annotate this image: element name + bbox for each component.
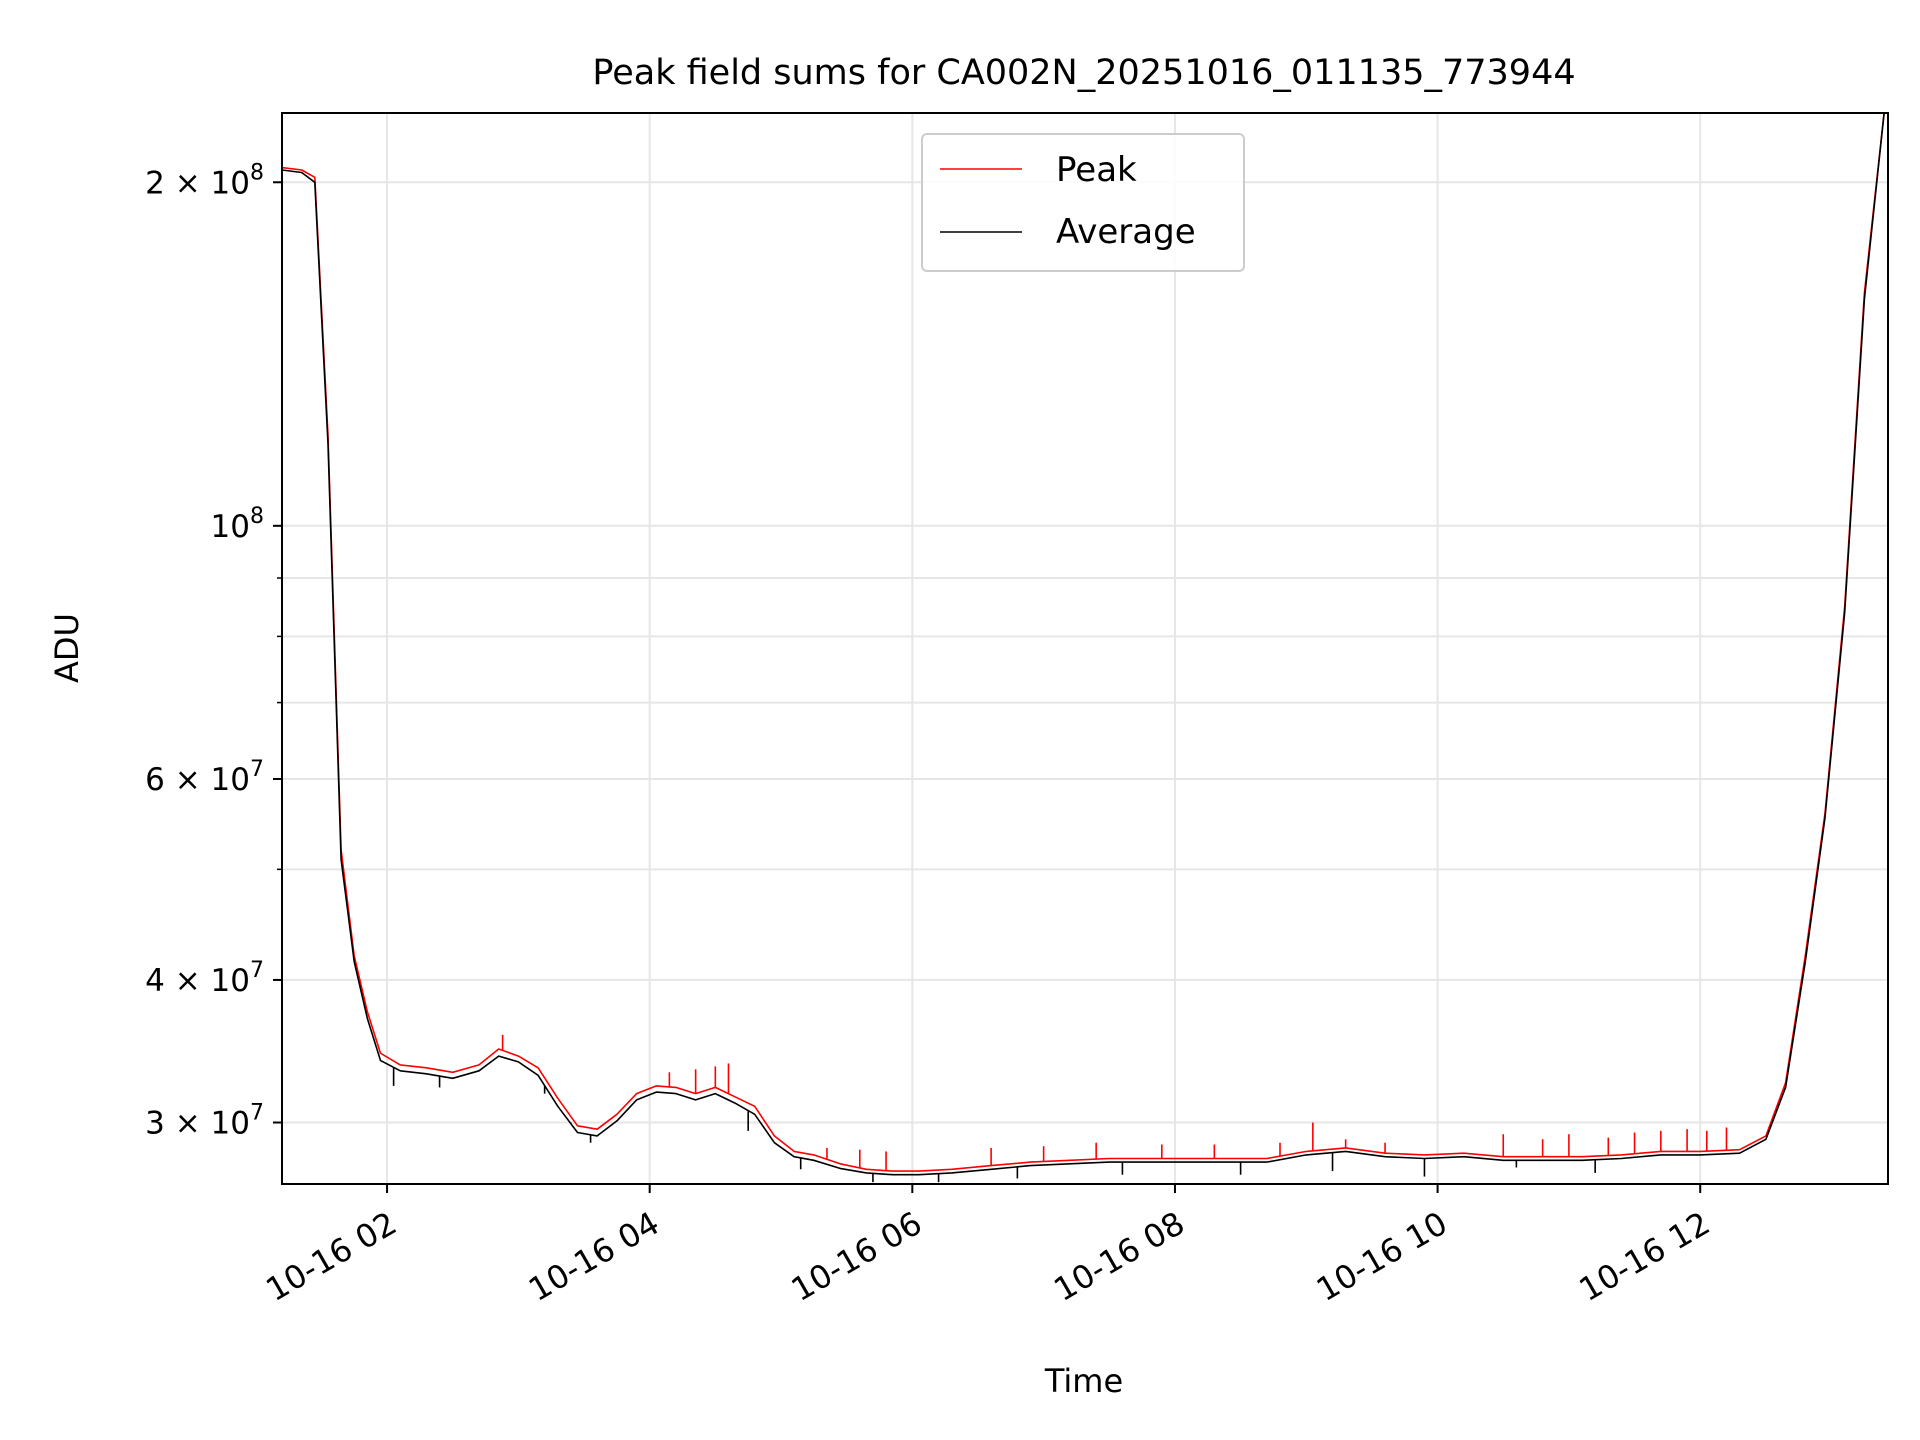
x-axis-label: Time [1044,1362,1123,1400]
chart-title: Peak field sums for CA002N_20251016_0111… [592,53,1575,93]
legend-label-average: Average [1056,212,1196,252]
y-tick-label: 3 × 107 [145,1101,264,1142]
grid [282,113,1888,1184]
y-tick-label: 6 × 107 [145,757,264,798]
legend: Peak Average [921,133,1245,272]
plot-frame [281,112,1889,1185]
y-axis-label: ADU [48,613,86,683]
series-line-peak [282,113,1888,1172]
series-line-average [282,113,1888,1176]
series-layer [282,113,1888,1183]
y-tick-label: 4 × 107 [145,958,264,999]
y-tick-label: 2 × 108 [145,160,264,201]
legend-label-peak: Peak [1056,150,1137,190]
